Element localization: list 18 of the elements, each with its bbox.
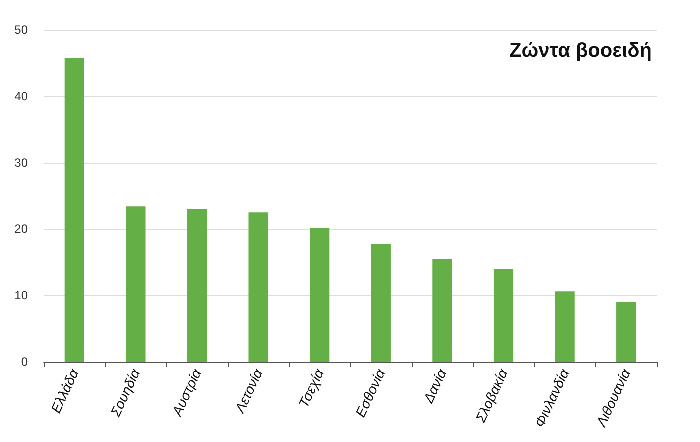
- bar: [126, 206, 146, 362]
- x-tick-label: Δανία: [420, 366, 450, 406]
- y-tick-label: 40: [14, 89, 28, 104]
- text: Ζώντα βοοειδή: [510, 40, 652, 62]
- y-tick-label: 0: [21, 355, 28, 369]
- bar: [616, 302, 636, 362]
- y-tick-label: 10: [14, 288, 28, 303]
- bar: [248, 212, 268, 362]
- y-tick-label: 30: [14, 156, 28, 170]
- bar: [555, 292, 575, 362]
- bar: [371, 244, 391, 362]
- bar: [432, 259, 452, 362]
- bar: [187, 209, 208, 362]
- bar: [310, 228, 330, 362]
- y-tick-label: 20: [14, 222, 28, 236]
- bar: [64, 58, 84, 362]
- y-tick-label: 50: [14, 23, 28, 37]
- bar: [494, 269, 514, 362]
